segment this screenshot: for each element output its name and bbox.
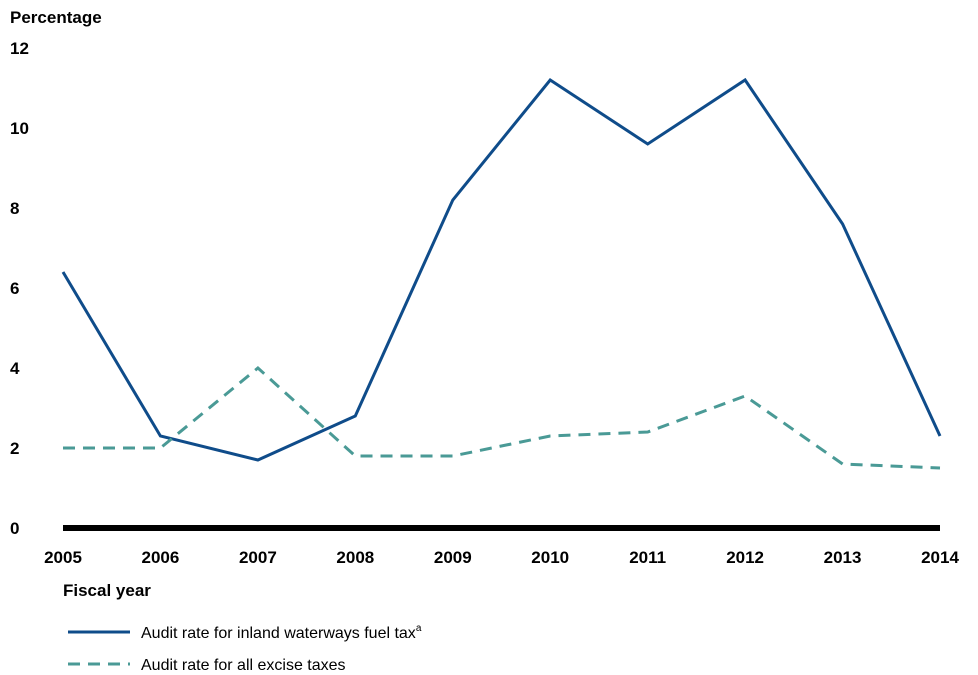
y-tick-label: 8 bbox=[10, 199, 19, 218]
x-tick-label: 2011 bbox=[629, 548, 666, 567]
y-tick-label: 12 bbox=[10, 39, 29, 58]
y-axis-ticks: 0 2 4 6 8 10 12 bbox=[10, 39, 29, 538]
x-tick-label: 2006 bbox=[142, 548, 180, 567]
x-tick-label: 2005 bbox=[44, 548, 82, 567]
x-tick-label: 2012 bbox=[726, 548, 764, 567]
series-line-1 bbox=[61, 77, 942, 462]
y-axis-label: Percentage bbox=[10, 8, 102, 27]
legend: Audit rate for inland waterways fuel tax… bbox=[68, 623, 422, 674]
x-tick-label: 2009 bbox=[434, 548, 472, 567]
x-axis-label: Fiscal year bbox=[63, 581, 151, 600]
y-tick-label: 6 bbox=[10, 279, 19, 298]
x-tick-label: 2008 bbox=[336, 548, 374, 567]
legend-label: Audit rate for inland waterways fuel tax… bbox=[141, 623, 422, 642]
legend-label: Audit rate for all excise taxes bbox=[141, 657, 346, 674]
series-lines bbox=[61, 77, 942, 470]
x-tick-label: 2013 bbox=[824, 548, 862, 567]
x-tick-label: 2010 bbox=[531, 548, 569, 567]
x-axis-ticks: 2005 2006 2007 2008 2009 2010 2011 2012 2013 2014 bbox=[44, 548, 959, 567]
x-tick-label: 2007 bbox=[239, 548, 277, 567]
legend-footnote-marker: a bbox=[416, 623, 422, 634]
y-tick-label: 4 bbox=[10, 359, 20, 378]
series-line-2 bbox=[63, 366, 941, 470]
y-tick-label: 0 bbox=[10, 519, 19, 538]
x-tick-label: 2014 bbox=[921, 548, 959, 567]
y-tick-label: 2 bbox=[10, 439, 19, 458]
y-tick-label: 10 bbox=[10, 119, 29, 138]
